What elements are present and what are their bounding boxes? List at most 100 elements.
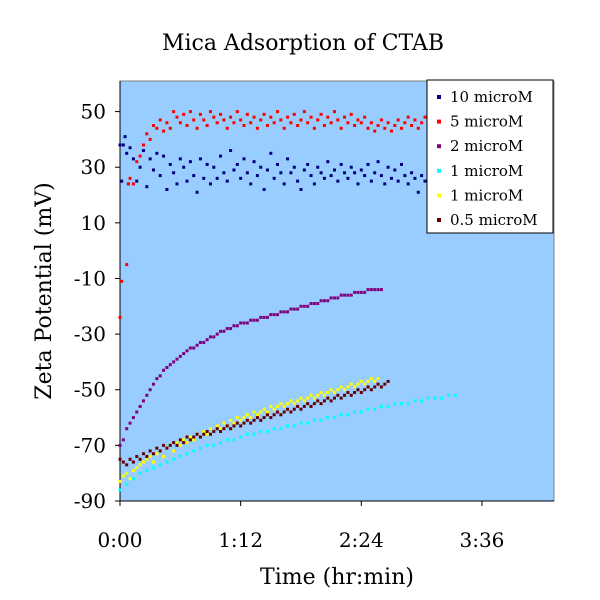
data-point (282, 404, 286, 408)
data-point (319, 418, 323, 422)
data-point (245, 432, 249, 436)
data-point (188, 346, 192, 350)
data-point (141, 399, 145, 403)
data-point (373, 385, 377, 389)
data-point (219, 427, 223, 431)
data-point (138, 404, 142, 408)
data-point (383, 126, 387, 130)
data-point (145, 185, 149, 189)
data-point (155, 446, 159, 450)
data-point (198, 435, 202, 439)
data-point (376, 160, 380, 164)
data-point (306, 402, 310, 406)
data-point (282, 126, 286, 130)
data-point (212, 443, 216, 447)
data-point (148, 157, 152, 161)
data-point (269, 115, 273, 119)
data-point (265, 429, 269, 433)
data-point (366, 126, 370, 130)
data-point (383, 382, 387, 386)
data-point (379, 118, 383, 122)
data-point (205, 162, 209, 166)
data-point (265, 124, 269, 128)
data-point (296, 179, 300, 183)
data-point (131, 182, 135, 186)
data-point (309, 115, 313, 119)
series-0 (118, 135, 427, 194)
data-point (198, 340, 202, 344)
x-tick-label: 2:24 (339, 528, 384, 552)
data-point (413, 118, 417, 122)
data-point (366, 385, 370, 389)
data-point (192, 449, 196, 453)
data-point (302, 399, 306, 403)
data-point (403, 121, 407, 125)
data-point (292, 112, 296, 116)
data-point (145, 468, 149, 472)
data-point (125, 482, 129, 486)
data-point (259, 410, 263, 414)
data-point (286, 310, 290, 314)
data-point (131, 460, 135, 464)
data-point (332, 391, 336, 395)
data-point (346, 121, 350, 125)
data-point (192, 438, 196, 442)
y-tick-label: 50 (81, 100, 106, 124)
data-point (155, 377, 159, 381)
data-point (396, 118, 400, 122)
data-point (138, 165, 142, 169)
data-point (155, 452, 159, 456)
data-point (229, 149, 233, 153)
series-layer (118, 110, 457, 492)
data-point (356, 182, 360, 186)
data-point (188, 160, 192, 164)
data-point (172, 171, 176, 175)
data-point (386, 404, 390, 408)
data-point (215, 427, 219, 431)
data-point (373, 379, 377, 383)
data-point (255, 416, 259, 420)
data-point (172, 110, 176, 114)
data-point (123, 135, 127, 139)
chart-title: Mica Adsorption of CTAB (162, 31, 444, 56)
data-point (393, 402, 397, 406)
data-point (232, 424, 236, 428)
data-point (135, 179, 139, 183)
data-point (343, 171, 347, 175)
data-point (359, 290, 363, 294)
data-point (376, 124, 380, 128)
data-point (239, 176, 243, 180)
data-point (322, 124, 326, 128)
legend-marker (437, 193, 441, 198)
data-point (118, 488, 122, 492)
data-point (272, 313, 276, 317)
legend-marker (437, 95, 441, 99)
data-point (222, 171, 226, 175)
data-point (131, 468, 135, 472)
data-point (219, 441, 223, 445)
data-point (262, 416, 266, 420)
data-point (178, 438, 182, 442)
data-point (302, 304, 306, 308)
data-point (242, 416, 246, 420)
legend-label: 10 microM (450, 88, 533, 106)
data-point (322, 176, 326, 180)
data-point (118, 457, 122, 461)
data-point (135, 160, 139, 164)
data-point (379, 174, 383, 178)
data-point (276, 110, 280, 114)
data-point (379, 288, 383, 292)
data-point (363, 174, 367, 178)
data-point (185, 179, 189, 183)
data-point (292, 424, 296, 428)
data-point (178, 443, 182, 447)
data-point (219, 429, 223, 433)
data-point (235, 416, 239, 420)
data-point (383, 182, 387, 186)
data-point (252, 115, 256, 119)
data-point (135, 410, 139, 414)
data-point (152, 124, 156, 128)
data-point (265, 413, 269, 417)
data-point (316, 118, 320, 122)
